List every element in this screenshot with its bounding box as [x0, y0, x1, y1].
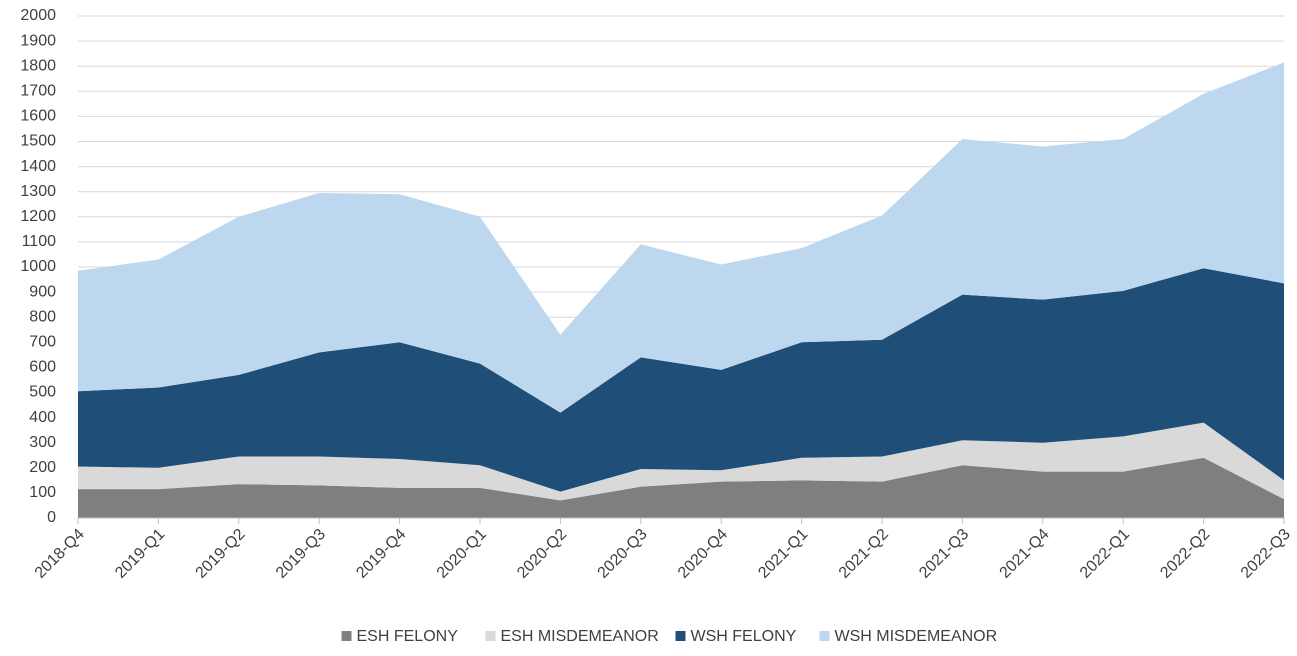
x-tick-label: 2021-Q3: [916, 526, 972, 582]
legend-swatch: [341, 631, 352, 641]
legend-label: WSH MISDEMEANOR: [835, 628, 998, 645]
x-tick-label: 2020-Q4: [675, 526, 731, 582]
y-tick-label: 400: [29, 409, 56, 426]
x-tick-label: 2021-Q2: [836, 526, 892, 582]
y-tick-label: 2000: [20, 7, 56, 24]
y-tick-label: 1500: [20, 133, 56, 150]
y-tick-label: 1000: [20, 258, 56, 275]
legend-label: ESH MISDEMEANOR: [501, 628, 659, 645]
x-tick-label: 2020-Q3: [595, 526, 651, 582]
legend-label: ESH FELONY: [357, 628, 459, 645]
legend-swatch: [485, 631, 496, 641]
x-tick-label: 2022-Q3: [1238, 526, 1294, 582]
x-tick-label: 2019-Q1: [112, 526, 168, 582]
x-tick-label: 2019-Q3: [273, 526, 329, 582]
y-tick-label: 500: [29, 384, 56, 401]
y-tick-label: 0: [47, 509, 56, 526]
area: [78, 422, 1284, 501]
legend-swatch: [819, 631, 830, 641]
legend: ESH FELONY ESH MISDEMEANOR WSH FELONY WSH M…: [341, 628, 998, 645]
legend-swatch: [675, 631, 686, 641]
y-tick-label: 600: [29, 359, 56, 376]
y-tick-label: 1800: [20, 57, 56, 74]
y-tick-label: 100: [29, 484, 56, 501]
y-tick-label: 1200: [20, 208, 56, 225]
x-tick-label: 2021-Q1: [755, 526, 811, 582]
y-tick-label: 1400: [20, 158, 56, 175]
y-tick-label: 1100: [22, 233, 57, 250]
area: [78, 457, 1284, 518]
y-tick-label: 1700: [20, 83, 56, 100]
x-tick-label: 2018-Q4: [32, 526, 88, 582]
x-tick-label: 2019-Q2: [193, 526, 249, 582]
x-tick-label: 2019-Q4: [353, 526, 409, 582]
x-tick-label: 2020-Q1: [434, 526, 490, 582]
x-tick-label: 2022-Q1: [1077, 526, 1133, 582]
y-tick-label: 1900: [20, 32, 56, 49]
y-tick-label: 300: [29, 434, 56, 451]
y-tick-label: 200: [29, 459, 56, 476]
y-tick-label: 800: [29, 308, 56, 325]
area: [78, 62, 1284, 413]
area: [78, 268, 1284, 492]
x-tick-label: 2021-Q4: [997, 526, 1053, 582]
x-tick-label: 2022-Q2: [1157, 526, 1213, 582]
legend-label: WSH FELONY: [691, 628, 797, 645]
y-tick-label: 1600: [20, 108, 56, 125]
y-tick-label: 1300: [20, 183, 56, 200]
x-tick-label: 2020-Q2: [514, 526, 570, 582]
y-tick-label: 900: [29, 283, 56, 300]
y-tick-label: 700: [29, 334, 56, 351]
